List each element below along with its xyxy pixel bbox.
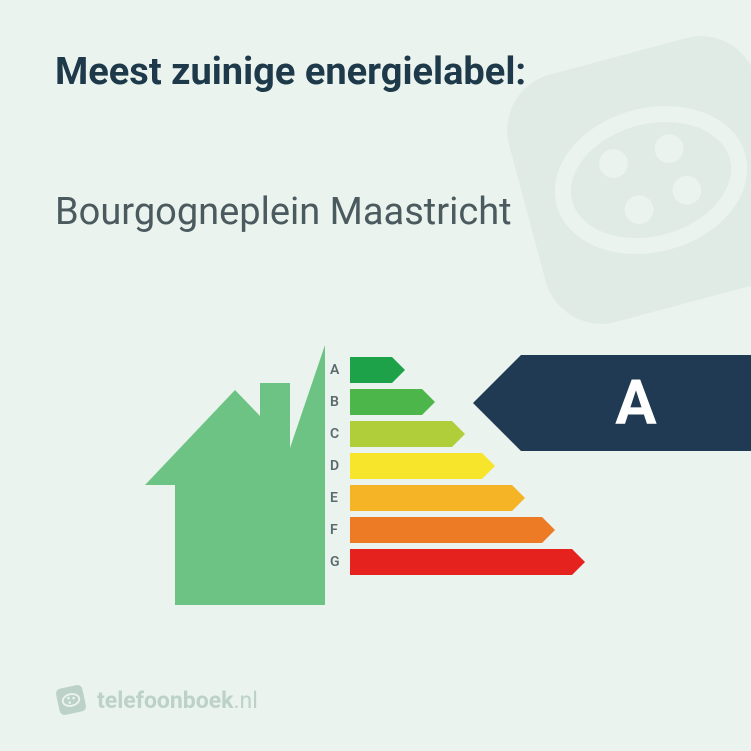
rating-letter: A <box>615 367 657 440</box>
energy-bar <box>350 485 512 511</box>
energy-bar <box>350 517 542 543</box>
house-icon <box>145 345 325 605</box>
energy-bar <box>350 421 452 447</box>
energy-bar <box>350 357 392 383</box>
card-title: Meest zuinige energielabel: <box>55 50 526 94</box>
energy-bar-row: F <box>330 517 572 543</box>
rating-badge: A <box>521 355 751 451</box>
footer-brand-bold: telefoonboek <box>97 687 233 714</box>
energy-bar-letter: G <box>330 554 350 570</box>
energy-label-card: Meest zuinige energielabel: Bourgogneple… <box>0 0 751 751</box>
energy-bar-letter: F <box>330 522 350 538</box>
footer-brand: telefoonboek.nl <box>97 687 258 714</box>
card-subtitle: Bourgogneplein Maastricht <box>55 190 512 234</box>
energy-bar-letter: B <box>330 394 350 410</box>
energy-bar-letter: A <box>330 362 350 378</box>
energy-bar-row: D <box>330 453 572 479</box>
footer: telefoonboek.nl <box>55 684 258 716</box>
energy-bar-row: G <box>330 549 572 575</box>
energy-bar <box>350 453 482 479</box>
energy-bar <box>350 549 572 575</box>
footer-brand-suffix: .nl <box>233 687 257 714</box>
energy-bar-letter: D <box>330 458 350 474</box>
footer-logo-icon <box>55 684 87 716</box>
energy-bar-letter: C <box>330 426 350 442</box>
energy-bar-letter: E <box>330 490 350 506</box>
energy-bar <box>350 389 422 415</box>
energy-bar-row: E <box>330 485 572 511</box>
